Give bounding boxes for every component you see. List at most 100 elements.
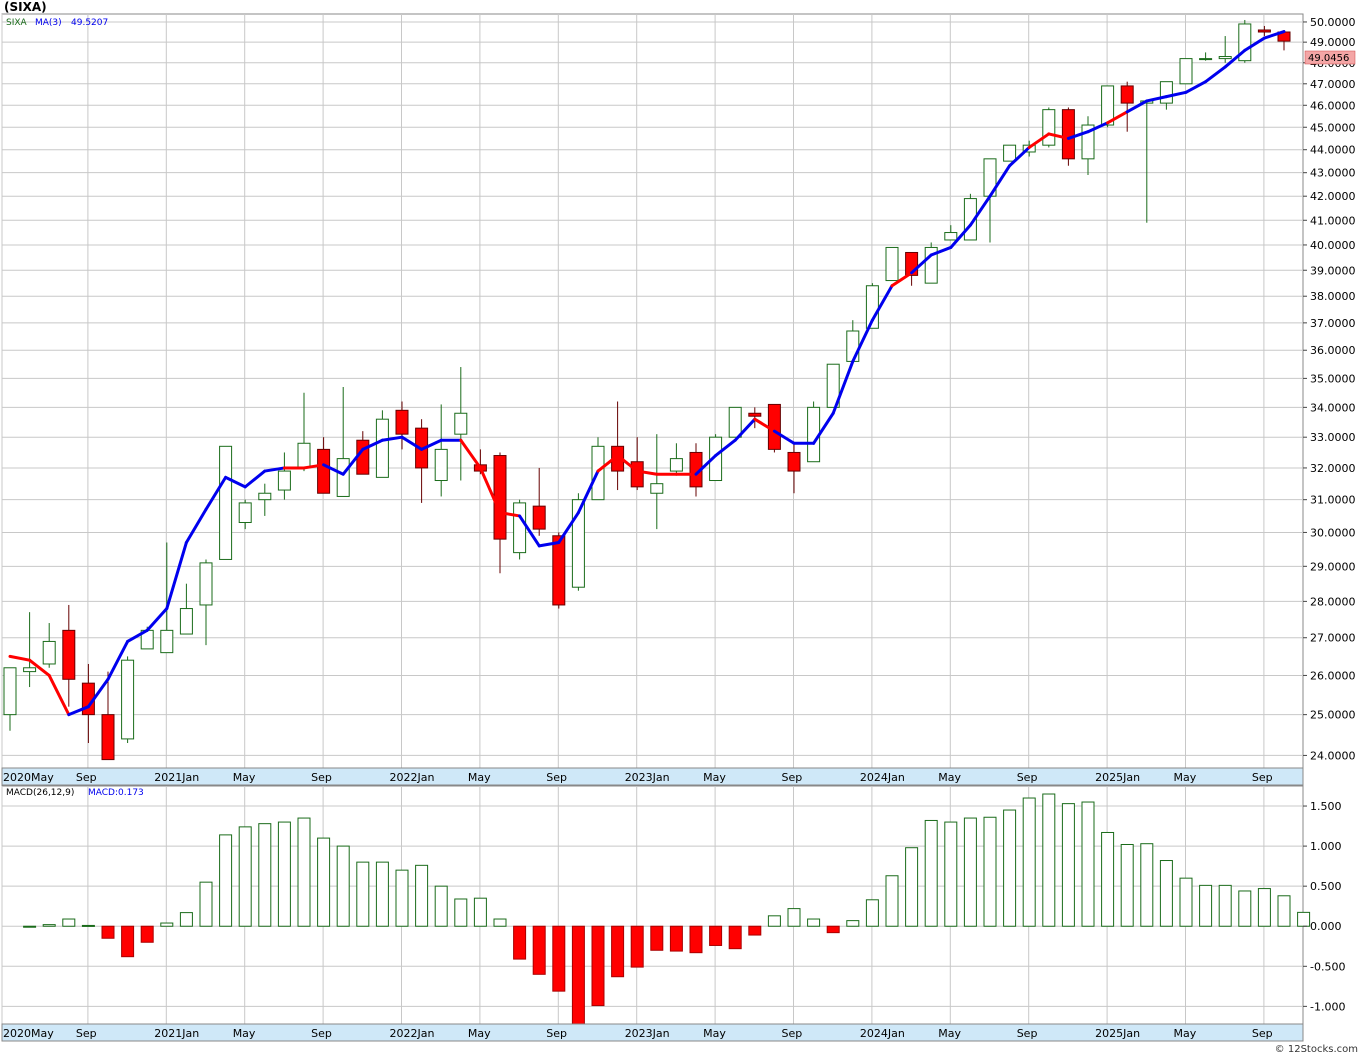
- macd-bar: [787, 908, 801, 927]
- price-x-axis-band: [1, 767, 1304, 786]
- candle-body: [375, 418, 389, 478]
- price-y-tick-label: 31.0000: [1310, 494, 1356, 507]
- candle: [317, 437, 331, 494]
- candle-body: [552, 535, 566, 606]
- candle-body: [199, 562, 213, 606]
- watermark: © 12Stocks.com: [1275, 1044, 1358, 1055]
- ma-segment: [910, 253, 933, 275]
- candle: [571, 493, 585, 591]
- macd-bar: [1257, 888, 1271, 927]
- ma-segment: [1066, 130, 1090, 140]
- macd-bar: [905, 847, 919, 927]
- macd-bar: [865, 899, 879, 927]
- macd-bar: [1042, 793, 1056, 927]
- last-price-tag: 49.0456: [1304, 50, 1356, 65]
- candle-body: [787, 451, 801, 472]
- candle: [924, 242, 938, 284]
- candle: [1120, 81, 1134, 132]
- candle: [454, 367, 468, 481]
- candle: [650, 434, 664, 530]
- candle: [532, 467, 546, 536]
- candle-body: [1199, 58, 1213, 61]
- price-y-tick-label: 39.0000: [1310, 264, 1356, 277]
- candle-body: [1257, 29, 1271, 33]
- macd-bar: [395, 869, 409, 927]
- ma-segment: [361, 438, 384, 451]
- macd-bar: [1199, 884, 1213, 927]
- candle-body: [317, 448, 331, 494]
- macd-bar: [1277, 895, 1291, 927]
- price-x-tick-label: 2025Jan: [1095, 771, 1140, 784]
- macd-bar: [767, 915, 781, 927]
- price-y-tick-label: 33.0000: [1310, 431, 1356, 444]
- ma-segment: [1145, 95, 1168, 103]
- ma-segment: [224, 475, 247, 489]
- ma-segment: [635, 469, 659, 476]
- price-x-tick-label: 2023Jan: [625, 771, 670, 784]
- ma-segment: [243, 469, 267, 489]
- price-y-tick-label: 37.0000: [1310, 317, 1356, 330]
- macd-bar: [650, 925, 664, 951]
- candle: [121, 656, 135, 744]
- candle-body: [42, 640, 56, 665]
- macd-bar: [415, 864, 429, 927]
- ma-segment: [459, 438, 482, 470]
- macd-bar: [1081, 801, 1095, 927]
- price-y-tick-label: 47.0000: [1310, 78, 1356, 91]
- candle-body: [1120, 85, 1134, 104]
- candle-body: [493, 455, 507, 540]
- macd-bar: [493, 918, 507, 927]
- macd-x-tick-label: 2025Jan: [1095, 1027, 1140, 1040]
- chart-title: (SIXA): [4, 0, 47, 14]
- candle-body: [728, 406, 742, 438]
- macd-x-tick-label: 2021Jan: [154, 1027, 199, 1040]
- price-y-tick-label: 34.0000: [1310, 401, 1356, 414]
- candle-body: [101, 714, 115, 761]
- ma-segment: [1204, 65, 1227, 84]
- ma-segment: [1086, 121, 1110, 134]
- price-y-tick-label: 25.0000: [1310, 709, 1356, 722]
- price-y-tick-label: 26.0000: [1310, 669, 1356, 682]
- macd-bar: [846, 920, 860, 927]
- candle: [787, 443, 801, 494]
- candle: [375, 410, 389, 478]
- candle: [395, 401, 409, 450]
- candle: [434, 404, 448, 497]
- macd-bar: [42, 924, 56, 927]
- ma-segment: [518, 514, 541, 548]
- candle-body: [238, 502, 252, 523]
- macd-bar: [885, 875, 899, 927]
- candle: [611, 401, 625, 491]
- ma-segment: [302, 463, 326, 470]
- price-x-tick-label: Sep: [311, 771, 332, 784]
- macd-x-axis: 2020May Sep 2021Jan May Sep 2022Jan May Sep 2023…: [3, 1027, 1273, 1040]
- candle: [1218, 36, 1232, 63]
- candle-body: [513, 502, 527, 554]
- candle-body: [395, 409, 409, 435]
- macd-bar: [826, 925, 840, 934]
- ma-segment: [1164, 90, 1188, 99]
- candle-body: [434, 448, 448, 482]
- macd-bar: [1061, 803, 1075, 927]
- ma-segment: [1262, 30, 1286, 40]
- macd-bar: [238, 826, 252, 927]
- macd-bar: [513, 925, 527, 960]
- ma-segment: [596, 454, 620, 473]
- candle: [277, 452, 291, 500]
- macd-bar: [591, 925, 605, 1007]
- macd-y-tick-label: -0.500: [1310, 960, 1345, 973]
- candle: [807, 401, 821, 463]
- candle: [1003, 144, 1017, 162]
- candle-body: [1218, 56, 1232, 60]
- macd-y-axis: -1.000 -0.500 0.000 0.500 1.000 1.500: [1303, 800, 1345, 1013]
- candle: [1042, 107, 1056, 148]
- macd-y-tick-label: 1.500: [1310, 800, 1342, 813]
- macd-bar: [258, 823, 272, 927]
- ma-segment: [67, 705, 90, 717]
- price-x-tick-label: 2022Jan: [390, 771, 435, 784]
- price-x-tick-label: 2024Jan: [860, 771, 905, 784]
- candle-body: [826, 363, 840, 408]
- candle-body: [179, 608, 193, 635]
- price-y-tick-label: 49.0000: [1310, 36, 1356, 49]
- macd-bar: [1101, 831, 1115, 927]
